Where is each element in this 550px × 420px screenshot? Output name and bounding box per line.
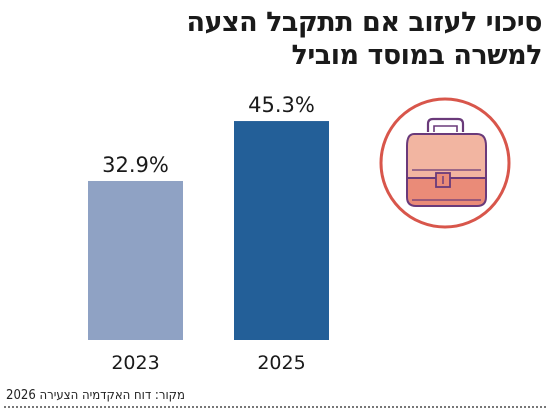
briefcase-top: [406, 133, 487, 179]
bar-2025: [234, 121, 329, 340]
bars-group: 32.9% 2023 45.3% 2025: [88, 93, 329, 374]
icon-circle: [379, 97, 511, 229]
source-note: מקור: דוח האקדמיה הצעירה 2026: [6, 388, 185, 403]
briefcase-icon: [379, 97, 511, 229]
chart-title: סיכוי לעזוב אם תתקבל הצעה למשרה במוסד מו…: [12, 6, 542, 72]
category-label-2025: 2025: [257, 352, 305, 374]
bottom-divider: [4, 406, 546, 408]
chart-title-line-2: למשרה במוסד מוביל: [291, 40, 542, 71]
chart-title-line-1: סיכוי לעזוב אם תתקבל הצעה: [186, 7, 542, 38]
value-label-2023: 32.9%: [102, 153, 169, 177]
value-label-2025: 45.3%: [248, 93, 315, 117]
bar-2023: [88, 180, 183, 340]
briefcase-handle: [426, 117, 465, 132]
category-label-2023: 2023: [111, 352, 159, 374]
